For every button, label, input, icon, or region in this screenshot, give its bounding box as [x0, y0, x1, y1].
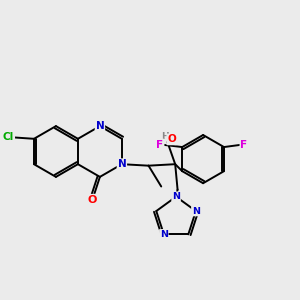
- Text: N: N: [160, 230, 168, 239]
- Text: Cl: Cl: [3, 132, 14, 142]
- Text: N: N: [118, 159, 126, 169]
- Text: O: O: [88, 195, 97, 205]
- Text: N: N: [192, 207, 200, 216]
- Text: F: F: [240, 140, 247, 149]
- Text: F: F: [157, 140, 164, 149]
- Text: H: H: [161, 132, 169, 141]
- Text: N: N: [172, 192, 180, 201]
- Text: N: N: [95, 121, 104, 131]
- Text: O: O: [167, 134, 176, 144]
